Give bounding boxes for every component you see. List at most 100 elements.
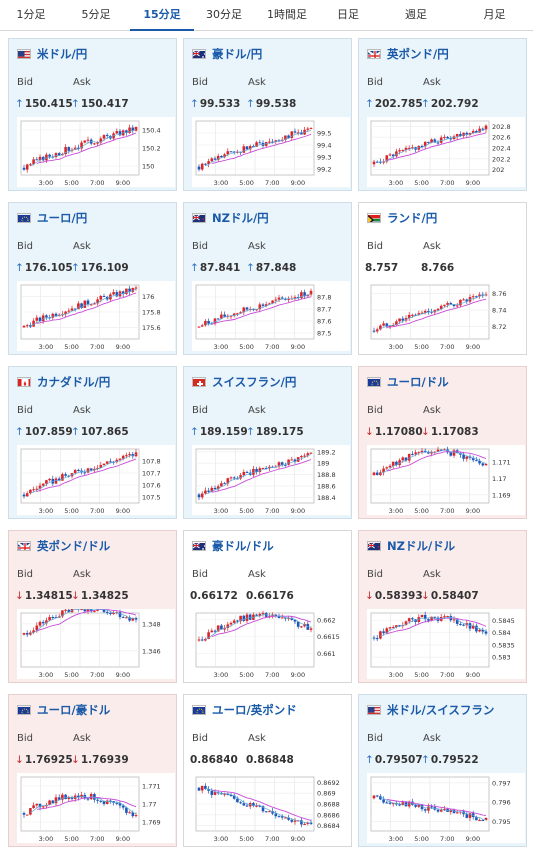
pair-label: ユーロ/英ポンド <box>212 703 297 717</box>
currency-pair-link[interactable]: 豪ドル/円 <box>192 47 262 61</box>
price-chart[interactable]: 1.348 1.346 3:00 5:00 7:00 9:00 <box>17 609 175 679</box>
candle-body <box>407 147 411 149</box>
rate-card[interactable]: 豪ドル/円 Bid Ask ↑99.533 ↑99.538 99.5 99.4 99.3 99.… <box>183 38 352 191</box>
currency-pair-link[interactable]: NZドル/ドル <box>367 539 455 553</box>
rate-card[interactable]: ユーロ/豪ドル Bid Ask ↓1.76925 ↓1.76939 1.771 1.77 1.… <box>8 694 177 847</box>
tab-8[interactable]: 月足 <box>483 8 506 21</box>
rate-card[interactable]: スイスフラン/円 Bid Ask ↑189.159 ↑189.175 189.2 189 18… <box>183 366 352 519</box>
candle-body <box>223 793 226 795</box>
price-chart[interactable]: 0.5845 0.584 0.5835 0.583 3:00 5:00 7:00 9:00 <box>367 609 525 679</box>
x-tick-label: 5:00 <box>239 343 254 351</box>
price-chart[interactable]: 99.5 99.4 99.3 99.2 3:00 5:00 7:00 9:00 <box>192 117 350 187</box>
price-chart[interactable]: 1.171 1.17 1.169 3:00 5:00 7:00 9:00 <box>367 445 525 515</box>
tab-4[interactable]: 30分足 <box>206 8 242 21</box>
up-arrow-icon: ↑ <box>71 262 80 274</box>
y-tick-label: 0.8692 <box>317 779 340 787</box>
candle-body <box>296 132 300 134</box>
candle-body <box>420 450 424 453</box>
rate-card[interactable]: 米ドル/円 Bid Ask ↑150.415 ↑150.417 150.4 150.2 150… <box>8 38 177 191</box>
currency-pair-link[interactable]: 米ドル/スイスフラン <box>367 703 494 717</box>
currency-pair-link[interactable]: ランド/円 <box>367 211 437 225</box>
x-tick-label: 7:00 <box>440 507 455 515</box>
tab-6[interactable]: 日足 <box>337 8 359 21</box>
rate-card[interactable]: ランド/円 Bid Ask 8.757 8.766 8.76 8.74 8.72 3:00 5:0… <box>358 202 527 355</box>
candle-body <box>382 468 385 473</box>
rate-card[interactable]: カナダドル/円 Bid Ask ↑107.859 ↑107.865 107.8 107.7 1… <box>8 366 177 519</box>
currency-pair-link[interactable]: ユーロ/英ポンド <box>192 703 297 717</box>
candle-body <box>274 299 278 301</box>
currency-pair-link[interactable]: スイスフラン/円 <box>192 375 296 389</box>
price-chart[interactable]: 202.8 202.6 202.4 202.2 202 3:00 5:00 7:00 9:00 <box>367 117 525 187</box>
candle-body <box>38 621 42 626</box>
price-chart[interactable]: 189.2 189 188.8 188.6 188.4 3:00 5:00 7:00 9:00 <box>192 445 350 515</box>
price-chart[interactable]: 150.4 150.2 150 3:00 5:00 7:00 9:00 <box>17 117 175 187</box>
candle-body <box>465 299 469 302</box>
tab-7[interactable]: 週足 <box>405 8 427 21</box>
candle-body <box>287 459 290 465</box>
ask-price: ↓1.17083 <box>421 426 479 438</box>
candle-body <box>391 803 395 805</box>
moving-average-short <box>30 454 137 494</box>
y-tick-label: 99.4 <box>317 142 331 150</box>
candle-body <box>99 800 103 802</box>
rate-card[interactable]: 豪ドル/ドル Bid Ask 0.66172 0.66176 0.662 0.6615 0.6… <box>183 530 352 683</box>
moving-average-long <box>36 292 137 324</box>
ca-jp-flag-icon <box>17 377 31 387</box>
candle-body <box>388 627 392 629</box>
bid-price: ↑87.841 <box>190 262 240 274</box>
candle-body <box>229 315 233 317</box>
rate-card[interactable]: NZドル/円 Bid Ask ↑87.841 ↑87.848 87.8 87.7 87.6 87… <box>183 202 352 355</box>
ask-price: ↑107.865 <box>71 426 129 438</box>
candle-body <box>64 147 67 155</box>
price-chart[interactable]: 8.76 8.74 8.72 3:00 5:00 7:00 9:00 <box>367 281 525 351</box>
rate-card[interactable]: 英ポンド/ドル Bid Ask ↓1.34815 ↓1.34825 1.348 1.346 3… <box>8 530 177 683</box>
candle-body <box>239 802 242 804</box>
rate-card[interactable]: 米ドル/スイスフラン Bid Ask ↑0.79507 ↑0.79522 0.797 0.7… <box>358 694 527 847</box>
tab-1[interactable]: 1分足 <box>16 8 46 21</box>
price-chart[interactable]: 176 175.8 175.6 3:00 5:00 7:00 9:00 <box>17 281 175 351</box>
currency-pair-link[interactable]: 英ポンド/円 <box>367 47 449 61</box>
currency-pair-link[interactable]: 英ポンド/ドル <box>17 539 110 553</box>
candle-body <box>484 463 488 466</box>
down-arrow-icon: ↓ <box>15 754 24 766</box>
rate-card[interactable]: ユーロ/円 Bid Ask ↑176.105 ↑176.109 176 175.8 175.6… <box>8 202 177 355</box>
candle-body <box>258 613 262 616</box>
currency-pair-link[interactable]: 豪ドル/ドル <box>192 539 274 553</box>
currency-pair-link[interactable]: 米ドル/円 <box>17 47 87 61</box>
pair-label: NZドル/円 <box>212 211 269 225</box>
candle-body <box>411 147 414 149</box>
candle-body <box>131 288 135 292</box>
price-chart[interactable]: 87.8 87.7 87.6 87.5 3:00 5:00 7:00 9:00 <box>192 281 350 351</box>
candle-body <box>417 617 421 622</box>
candle-body <box>89 609 93 612</box>
rate-card[interactable]: ユーロ/ドル Bid Ask ↓1.17080 ↓1.17083 1.171 1.17 1.1… <box>358 366 527 519</box>
price-chart[interactable]: 0.662 0.6615 0.661 3:00 5:00 7:00 9:00 <box>192 609 350 679</box>
price-chart[interactable]: 0.8692 0.869 0.8688 0.8686 0.8684 3:00 5:00 7:0… <box>192 773 350 843</box>
rate-card[interactable]: 英ポンド/円 Bid Ask ↑202.785 ↑202.792 202.8 202.6 20… <box>358 38 527 191</box>
currency-pair-link[interactable]: ユーロ/円 <box>17 211 87 225</box>
price-chart[interactable]: 1.771 1.77 1.769 3:00 5:00 7:00 9:00 <box>17 773 175 843</box>
currency-pair-link[interactable]: カナダドル/円 <box>17 375 110 389</box>
currency-pair-link[interactable]: ユーロ/豪ドル <box>17 703 110 717</box>
candle-body <box>385 155 389 162</box>
x-tick-label: 9:00 <box>291 835 306 843</box>
price-chart[interactable]: 0.797 0.796 0.795 3:00 5:00 7:00 9:00 <box>367 773 525 843</box>
tab-3[interactable]: 15分足 <box>130 0 194 31</box>
candle-body <box>268 303 271 305</box>
candle-body <box>210 158 214 162</box>
y-tick-label: 1.769 <box>142 819 161 827</box>
currency-pair-link[interactable]: ユーロ/ドル <box>367 375 449 389</box>
candle-body <box>109 461 112 463</box>
rate-card[interactable]: ユーロ/英ポンド Bid Ask 0.86840 0.86848 0.8692 0.869 0… <box>183 694 352 847</box>
candle-body <box>379 631 382 639</box>
currency-pair-link[interactable]: NZドル/円 <box>192 211 269 225</box>
candle-body <box>284 135 287 140</box>
tab-5[interactable]: 1時間足 <box>267 8 307 21</box>
y-tick-label: 188.6 <box>317 482 336 490</box>
tab-2[interactable]: 5分足 <box>81 8 111 21</box>
rate-card[interactable]: NZドル/ドル Bid Ask ↓0.58393 ↓0.58407 0.5845 0.584… <box>358 530 527 683</box>
candle-body <box>115 131 119 134</box>
candle-body <box>248 146 252 150</box>
candle-body <box>207 632 210 639</box>
price-chart[interactable]: 107.8 107.7 107.6 107.5 3:00 5:00 7:00 9:00 <box>17 445 175 515</box>
